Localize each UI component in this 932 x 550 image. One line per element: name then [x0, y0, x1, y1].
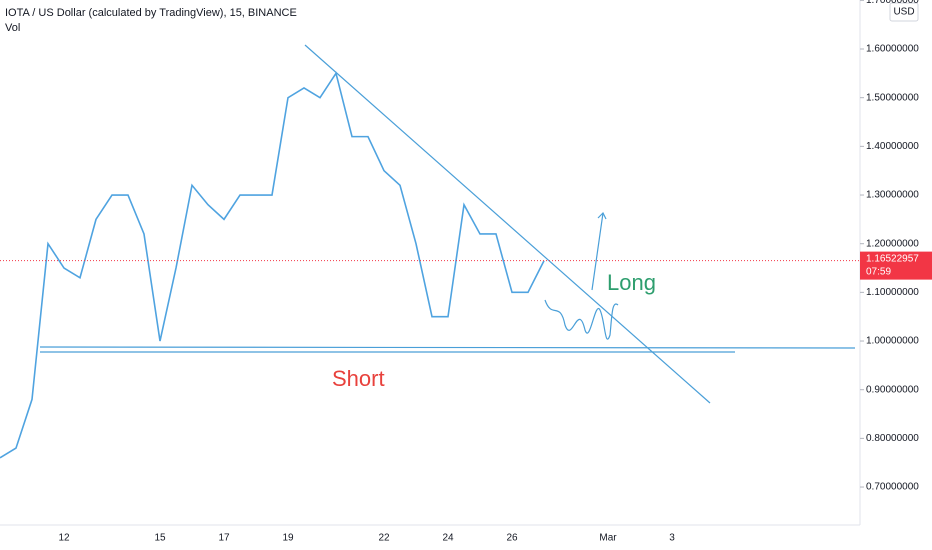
x-tick-label: Mar — [599, 533, 617, 544]
volume-label: Vol — [5, 22, 20, 34]
long-label: Long — [607, 270, 656, 295]
projection-arrow — [591, 212, 604, 291]
y-tick-label: 1.30000000 — [866, 190, 919, 201]
projection — [544, 299, 619, 340]
y-tick-label: 1.60000000 — [866, 44, 919, 55]
y-tick-label: 1.20000000 — [866, 238, 919, 249]
y-tick-label: 1.70000000 — [866, 0, 919, 6]
chart-title: IOTA / US Dollar (calculated by TradingV… — [5, 7, 297, 19]
y-tick-label: 0.80000000 — [866, 433, 919, 444]
trend-line — [304, 44, 711, 404]
y-tick-label: 1.00000000 — [866, 336, 919, 347]
y-tick-label: 0.70000000 — [866, 482, 919, 493]
y-tick-label: 1.10000000 — [866, 287, 919, 298]
y-tick-label: 0.90000000 — [866, 384, 919, 395]
x-tick-label: 26 — [506, 533, 518, 544]
currency[interactable]: USD — [893, 7, 914, 18]
x-tick-label: 17 — [218, 533, 230, 544]
price-tag — [860, 251, 932, 280]
x-tick-label: 3 — [669, 533, 675, 544]
currency-box[interactable] — [889, 2, 919, 22]
support-line — [39, 346, 856, 349]
y-tick-label: 1.50000000 — [866, 92, 919, 103]
x-tick-label: 12 — [58, 533, 70, 544]
y-tick-label: 1.40000000 — [866, 141, 919, 152]
short-label: Short — [332, 366, 385, 391]
drawings — [39, 44, 856, 404]
price-line — [0, 71, 545, 459]
x-tick-label: 15 — [154, 533, 166, 544]
x-tick-label: 24 — [442, 533, 454, 544]
x-tick-label: 19 — [282, 533, 294, 544]
arrow-head — [597, 211, 607, 220]
current-price: 1.16522957 — [866, 253, 919, 264]
x-tick-label: 22 — [378, 533, 390, 544]
countdown: 07:59 — [866, 266, 891, 277]
